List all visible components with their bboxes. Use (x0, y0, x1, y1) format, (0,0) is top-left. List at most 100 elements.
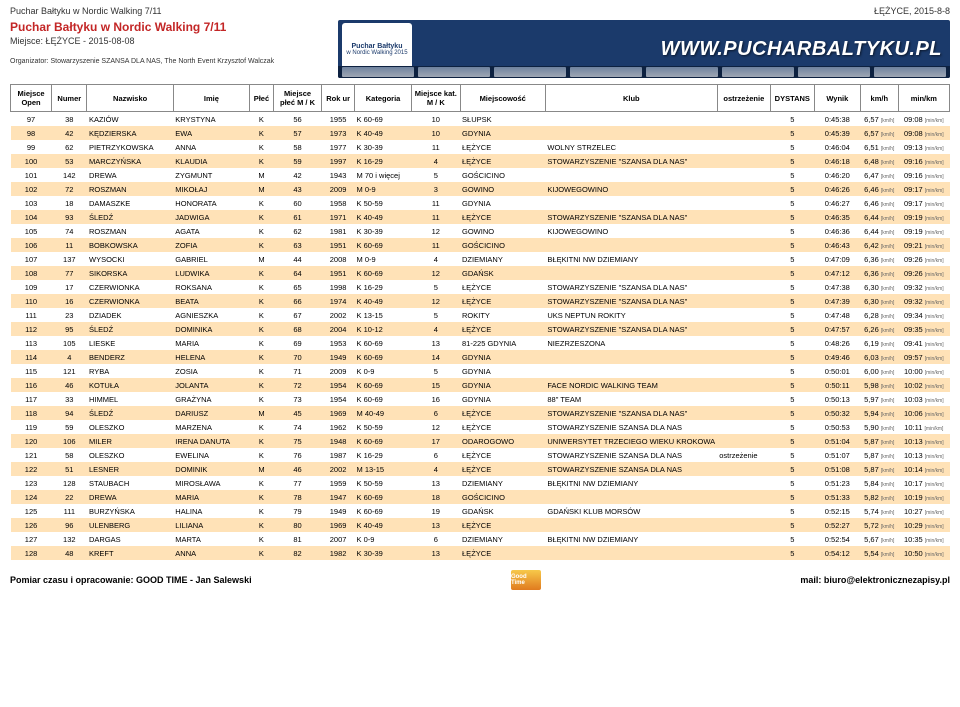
table-header: Miejsce OpenNumerNazwiskoImięPłećMiejsce… (11, 85, 950, 112)
cell-naz: DZIADEK (87, 308, 173, 322)
cell-mp: 60 (273, 196, 321, 210)
cell-minkm: 10:13 [min/km] (898, 434, 949, 448)
cell-kmh: 5,87 [km/h] (860, 448, 898, 462)
cell-wyn: 0:46:26 (814, 182, 860, 196)
cell-dys: 5 (770, 238, 814, 252)
cell-kmh: 5,97 [km/h] (860, 392, 898, 406)
cell-klub: STOWARZYSZENIE "SZANSA DLA NAS" (545, 210, 717, 224)
cell-kat: K 16-29 (355, 448, 412, 462)
cell-kat: K 60-69 (355, 238, 412, 252)
cell-rok: 1974 (322, 294, 355, 308)
cell-klub: BŁĘKITNI NW DZIEMIANY (545, 532, 717, 546)
cell-open: 123 (11, 476, 52, 490)
cell-imie: AGATA (173, 224, 249, 238)
cell-wyn: 0:51:07 (814, 448, 860, 462)
cell-kmh: 6,48 [km/h] (860, 154, 898, 168)
cell-num: 48 (52, 546, 87, 560)
cell-kat: K 40-49 (355, 518, 412, 532)
cell-mp: 69 (273, 336, 321, 350)
cell-num: 33 (52, 392, 87, 406)
cell-kat: M 0-9 (355, 252, 412, 266)
cell-kat: M 13-15 (355, 462, 412, 476)
banner-image: Puchar Bałtyku w Nordic Walking 2015 WWW… (338, 20, 950, 78)
cell-minkm: 09:16 [min/km] (898, 154, 949, 168)
cell-wyn: 0:51:04 (814, 434, 860, 448)
cell-klub: WOLNY STRZELEC (545, 140, 717, 154)
cell-naz: KĘDZIERSKA (87, 126, 173, 140)
cell-klub: STOWARZYSZENIE SZANSA DLA NAS (545, 448, 717, 462)
cell-mp: 79 (273, 504, 321, 518)
cell-rok: 1958 (322, 196, 355, 210)
cell-plec: M (250, 406, 274, 420)
cell-rok: 2008 (322, 252, 355, 266)
cell-dys: 5 (770, 210, 814, 224)
cell-naz: KAZIÓW (87, 112, 173, 127)
cell-kat: M 70 i więcej (355, 168, 412, 182)
cell-open: 110 (11, 294, 52, 308)
col-header: min/km (898, 85, 949, 112)
cell-rok: 1981 (322, 224, 355, 238)
cell-wyn: 0:54:12 (814, 546, 860, 560)
col-header: Nazwisko (87, 85, 173, 112)
cell-imie: ROKSANA (173, 280, 249, 294)
cell-naz: CZERWIONKA (87, 280, 173, 294)
cell-mp: 70 (273, 350, 321, 364)
cell-klub: KIJOWEGOWINO (545, 224, 717, 238)
cell-rok: 1997 (322, 154, 355, 168)
col-header: Wynik (814, 85, 860, 112)
cell-mk: 15 (412, 378, 460, 392)
cell-plec: K (250, 434, 274, 448)
col-header: Miejsce płeć M / K (273, 85, 321, 112)
event-title: Puchar Bałtyku w Nordic Walking 7/11 (10, 20, 330, 34)
cell-imie: MARIA (173, 336, 249, 350)
cell-num: 94 (52, 406, 87, 420)
cell-rok: 1959 (322, 476, 355, 490)
cell-rok: 1953 (322, 336, 355, 350)
cell-imie: GRAŻYNA (173, 392, 249, 406)
cell-wyn: 0:52:15 (814, 504, 860, 518)
cell-miejsc: GOWINO (460, 182, 545, 196)
cell-rok: 1962 (322, 420, 355, 434)
table-row: 10877SIKORSKALUDWIKAK641951K 60-6912GDAŃ… (11, 266, 950, 280)
banner-logo-top: Puchar Bałtyku (352, 43, 403, 50)
col-header: Płeć (250, 85, 274, 112)
cell-ost (717, 266, 770, 280)
cell-rok: 1977 (322, 140, 355, 154)
cell-naz: STAUBACH (87, 476, 173, 490)
cell-num: 95 (52, 322, 87, 336)
cell-mp: 80 (273, 518, 321, 532)
cell-mk: 17 (412, 434, 460, 448)
cell-mk: 4 (412, 252, 460, 266)
cell-dys: 5 (770, 490, 814, 504)
cell-klub (545, 126, 717, 140)
cell-mk: 11 (412, 196, 460, 210)
cell-dys: 5 (770, 294, 814, 308)
cell-rok: 2002 (322, 308, 355, 322)
cell-kat: K 60-69 (355, 504, 412, 518)
cell-plec: K (250, 504, 274, 518)
cell-mp: 72 (273, 378, 321, 392)
cell-open: 101 (11, 168, 52, 182)
cell-open: 103 (11, 196, 52, 210)
cell-miejsc: ŁĘŻYCE (460, 294, 545, 308)
cell-mk: 11 (412, 238, 460, 252)
cell-mp: 65 (273, 280, 321, 294)
table-row: 10053MARCZYŃSKAKLAUDIAK591997K 16-294ŁĘŻ… (11, 154, 950, 168)
cell-mk: 4 (412, 154, 460, 168)
cell-rok: 2009 (322, 182, 355, 196)
cell-mp: 74 (273, 420, 321, 434)
cell-mp: 58 (273, 140, 321, 154)
table-row: 12158OLESZKOEWELINAK761987K 16-296ŁĘŻYCE… (11, 448, 950, 462)
cell-imie: IRENA DANUTA (173, 434, 249, 448)
cell-kmh: 5,90 [km/h] (860, 420, 898, 434)
cell-klub: NIEZRZESZONA (545, 336, 717, 350)
cell-klub: STOWARZYSZENIE "SZANSA DLA NAS" (545, 154, 717, 168)
cell-mk: 14 (412, 350, 460, 364)
cell-wyn: 0:47:12 (814, 266, 860, 280)
cell-num: 142 (52, 168, 87, 182)
cell-ost (717, 182, 770, 196)
cell-imie: MARZENA (173, 420, 249, 434)
cell-imie: ZYGMUNT (173, 168, 249, 182)
cell-open: 99 (11, 140, 52, 154)
cell-kmh: 5,74 [km/h] (860, 504, 898, 518)
